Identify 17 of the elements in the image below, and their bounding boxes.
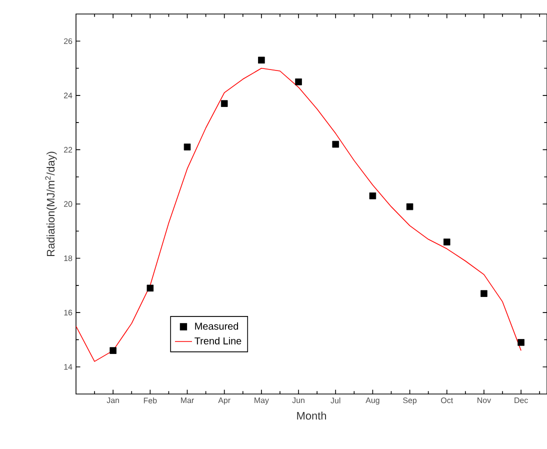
legend-label: Measured bbox=[195, 322, 238, 330]
point bbox=[295, 78, 302, 86]
point bbox=[443, 238, 450, 246]
point bbox=[146, 284, 154, 292]
line-series bbox=[76, 68, 522, 362]
y-axis-title: Radiation(MJ/m$^{2}$/day) bbox=[45, 152, 57, 256]
point bbox=[406, 203, 414, 210]
point bbox=[332, 140, 339, 148]
point bbox=[369, 192, 376, 200]
point bbox=[220, 100, 228, 107]
point bbox=[480, 290, 488, 297]
point bbox=[518, 339, 524, 346]
point bbox=[184, 144, 191, 150]
x-axis-title: Month bbox=[297, 412, 326, 420]
point bbox=[258, 56, 265, 64]
legend-label: Trend Line bbox=[194, 337, 242, 344]
point bbox=[110, 347, 116, 354]
